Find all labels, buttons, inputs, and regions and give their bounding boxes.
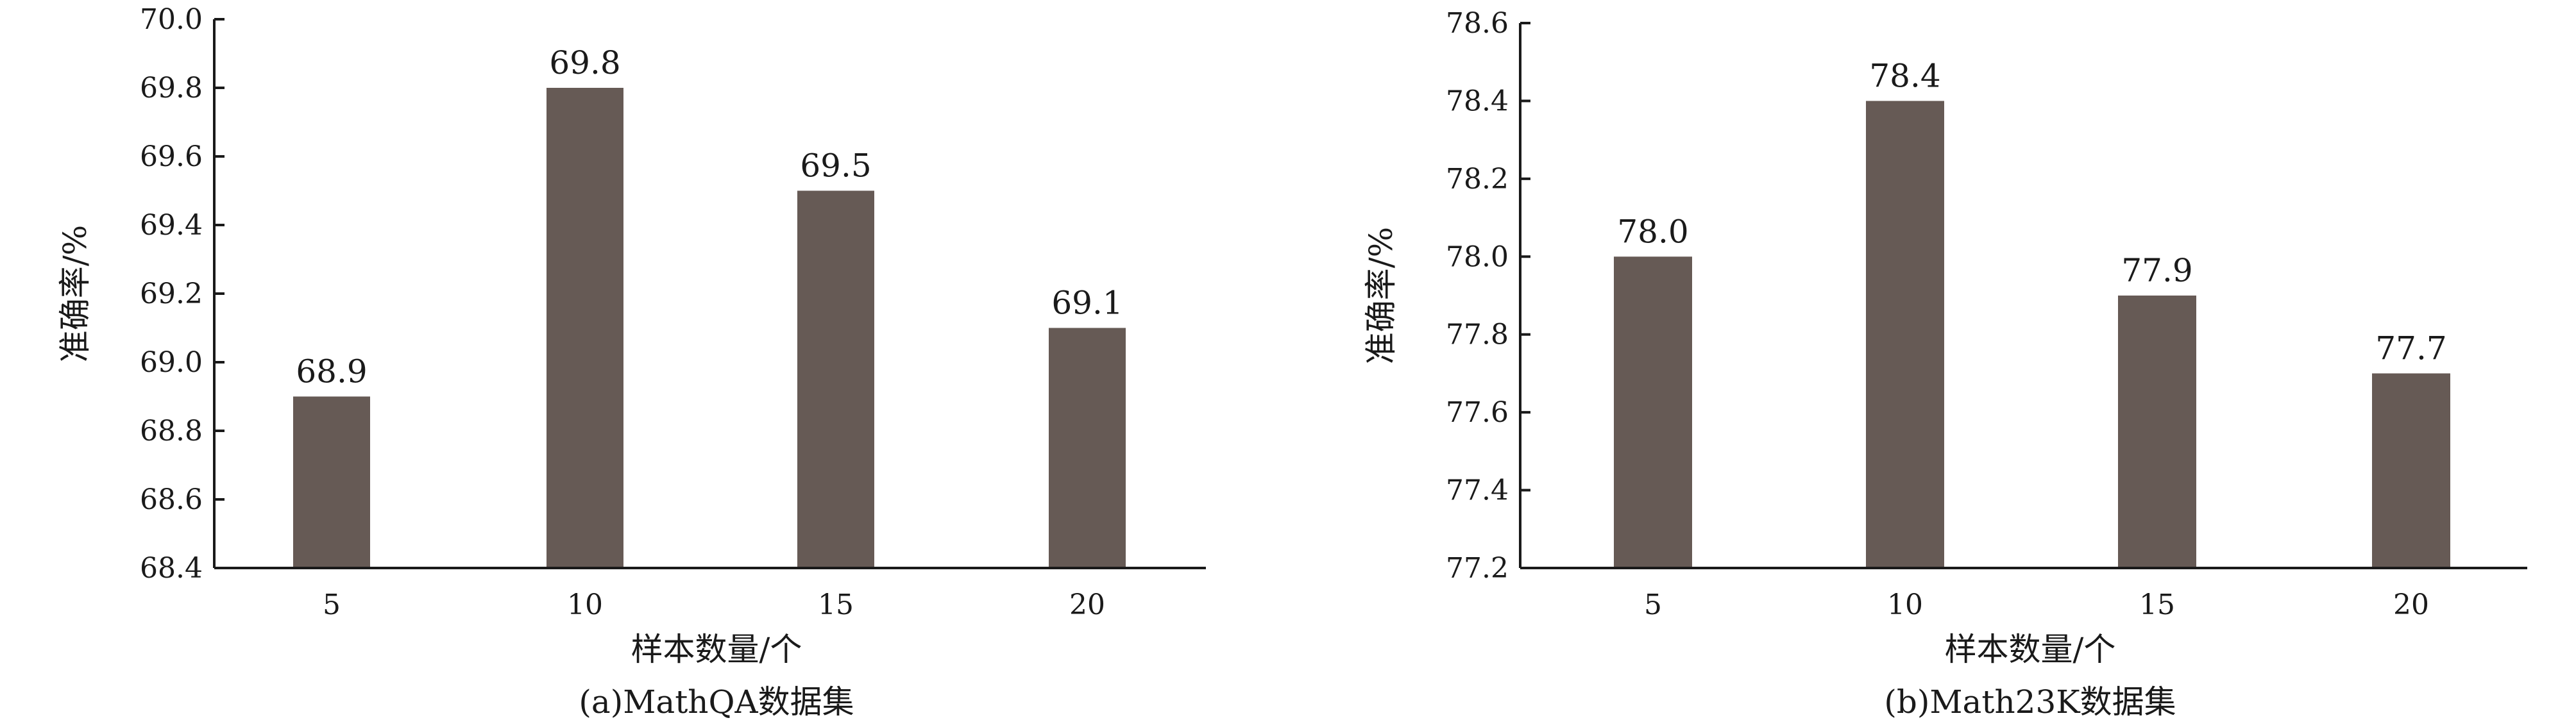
y-tick-label: 69.8 [140, 72, 203, 104]
bar-10 [547, 88, 623, 567]
bar-20 [2372, 373, 2450, 567]
y-tick-label: 77.8 [1446, 319, 1509, 351]
data-label: 77.9 [2121, 252, 2192, 289]
y-ticks-math23k: 77.2 77.4 77.6 77.8 78.0 78.2 78.4 78.6 [1446, 7, 1530, 585]
data-labels-math23k: 78.0 78.4 77.9 77.7 [1617, 57, 2446, 367]
bar-group-mathqa [293, 88, 1126, 567]
y-tick-label: 69.6 [140, 140, 203, 173]
bar-5 [293, 396, 370, 567]
x-tick-label: 5 [323, 589, 341, 621]
data-label: 68.9 [296, 353, 367, 390]
y-tick-label: 69.4 [140, 209, 203, 242]
y-tick-label: 77.4 [1446, 474, 1509, 507]
chart-panel-mathqa: 68.4 68.6 68.8 69.0 69.2 69.4 69.6 69.8 70.0 5 10… [56, 3, 1206, 721]
y-tick-label: 68.8 [140, 415, 203, 447]
data-label: 69.8 [549, 44, 620, 81]
chart-caption: (b)Math23K数据集 [1884, 683, 2176, 721]
data-label: 69.1 [1051, 285, 1123, 322]
y-tick-label: 77.6 [1446, 396, 1509, 429]
data-label: 78.4 [1869, 57, 1940, 94]
bar-15 [797, 190, 874, 567]
x-tick-label: 5 [1644, 589, 1662, 621]
x-axis-label: 样本数量/个 [631, 631, 802, 668]
x-tick-label: 15 [2139, 589, 2175, 621]
y-tick-label: 78.4 [1446, 85, 1509, 117]
x-tick-label: 20 [2393, 589, 2429, 621]
y-tick-label: 68.6 [140, 483, 203, 516]
data-label: 69.5 [800, 147, 871, 185]
bar-5 [1614, 256, 1692, 567]
y-tick-label: 78.0 [1446, 240, 1509, 273]
chart-caption: (a)MathQA数据集 [579, 683, 854, 721]
y-ticks-mathqa: 68.4 68.6 68.8 69.0 69.2 69.4 69.6 69.8 70.0 [140, 3, 225, 585]
data-label: 77.7 [2375, 330, 2446, 367]
y-tick-label: 70.0 [140, 3, 203, 36]
bar-15 [2118, 296, 2196, 567]
data-label: 78.0 [1617, 213, 1688, 250]
data-labels-mathqa: 68.9 69.8 69.5 69.1 [296, 44, 1123, 390]
x-ticks-mathqa: 5 10 15 20 [323, 589, 1105, 621]
bar-10 [1866, 101, 1944, 567]
y-axis-label: 准确率/% [1362, 227, 1400, 364]
bar-20 [1049, 328, 1126, 567]
x-tick-label: 10 [567, 589, 603, 621]
y-tick-label: 77.2 [1446, 552, 1509, 585]
y-axis-label: 准确率/% [56, 225, 94, 362]
chart-panel-math23k: 77.2 77.4 77.6 77.8 78.0 78.2 78.4 78.6 5 10 15 20… [1362, 7, 2527, 721]
y-tick-label: 68.4 [140, 552, 203, 585]
x-tick-label: 10 [1887, 589, 1923, 621]
y-tick-label: 78.6 [1446, 7, 1509, 40]
y-tick-label: 69.2 [140, 278, 203, 310]
x-ticks-math23k: 5 10 15 20 [1644, 589, 2429, 621]
y-tick-label: 69.0 [140, 346, 203, 379]
y-tick-label: 78.2 [1446, 163, 1509, 196]
x-tick-label: 15 [818, 589, 854, 621]
x-tick-label: 20 [1069, 589, 1105, 621]
x-axis-label: 样本数量/个 [1945, 631, 2116, 668]
bar-group-math23k [1614, 101, 2450, 567]
